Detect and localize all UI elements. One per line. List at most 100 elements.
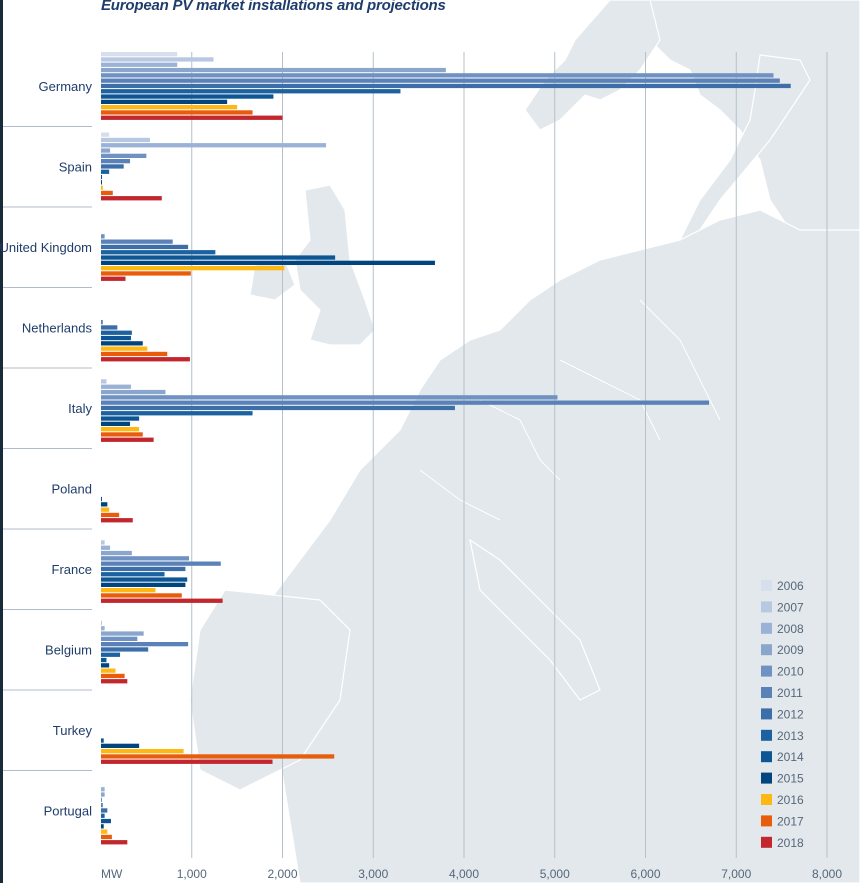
legend-swatch	[761, 751, 772, 763]
bar-2006	[101, 132, 110, 137]
bar-2015	[101, 341, 143, 346]
legend: 2006 2007 2008 2009 2010 2011 2012 2013 2014 2015…	[761, 579, 804, 850]
bar-2018	[101, 115, 283, 120]
bar-group-turkey	[101, 738, 335, 764]
bar-2009	[101, 148, 111, 153]
bar-2011	[101, 78, 780, 83]
bar-2008	[101, 545, 111, 550]
legend-swatch	[761, 836, 772, 848]
bar-2017	[101, 110, 253, 115]
bar-group-belgium	[101, 620, 189, 684]
bar-2015	[101, 824, 104, 829]
legend-label: 2008	[777, 622, 804, 636]
bar-group-france	[101, 540, 223, 603]
x-axis-ticks: MW 1,000 2,000 3,000 4,000 5,000 6,000 7,000 8,0…	[101, 867, 842, 881]
bar-2017	[101, 512, 120, 518]
bar-2018	[101, 759, 273, 764]
bar-2014	[101, 577, 188, 582]
bar-2007	[101, 379, 107, 384]
legend-label: 2010	[777, 665, 804, 679]
legend-item: 2009	[761, 643, 804, 657]
bar-2010	[101, 73, 774, 78]
bar-2007	[101, 137, 151, 143]
bar-2008	[101, 626, 105, 631]
bar-2014	[101, 738, 104, 743]
grid-lines	[191, 52, 828, 858]
bar-2011	[101, 239, 173, 244]
legend-label: 2013	[777, 729, 804, 743]
bar-2018	[101, 518, 133, 523]
bar-2013	[101, 572, 165, 577]
x-tick-label: 8,000	[812, 867, 842, 881]
bar-2016	[101, 829, 108, 834]
bar-2011	[101, 561, 221, 566]
legend-item: 2010	[761, 665, 804, 679]
bar-2015	[101, 743, 140, 748]
bar-2015	[101, 180, 102, 185]
bar-2013	[101, 652, 121, 657]
bar-2013	[101, 330, 132, 335]
bar-group-portugal	[101, 787, 128, 845]
bar-2009	[101, 792, 105, 797]
bar-2012	[101, 244, 189, 250]
bar-2018	[101, 679, 128, 684]
legend-label: 2015	[777, 772, 804, 786]
x-tick-label: 6,000	[630, 867, 660, 881]
bar-2011	[101, 642, 189, 647]
bar-2016	[101, 266, 285, 271]
bar-2013	[101, 89, 401, 94]
bar-2010	[101, 395, 558, 400]
bar-2012	[101, 325, 118, 330]
bar-2016	[101, 185, 103, 190]
country-label: Germany	[39, 79, 93, 94]
bar-2010	[101, 556, 190, 561]
bar-2018	[101, 196, 162, 201]
bar-2017	[101, 834, 112, 840]
legend-swatch	[761, 815, 772, 827]
bar-2014	[101, 496, 102, 502]
x-tick-label: 3,000	[358, 867, 388, 881]
bar-2011	[101, 400, 710, 405]
bar-2009	[101, 389, 166, 395]
legend-label: 2018	[777, 836, 804, 850]
country-label: Spain	[59, 159, 92, 174]
country-labels: Germany Spain United Kingdom Netherlands Ita…	[0, 79, 93, 818]
bar-2008	[101, 384, 131, 389]
bar-2008	[101, 143, 327, 148]
bar-2016	[101, 105, 238, 110]
bar-2014	[101, 416, 140, 421]
bar-2017	[101, 754, 335, 759]
bar-2017	[101, 673, 125, 679]
bar-2009	[101, 631, 144, 636]
x-tick-label: MW	[101, 867, 123, 881]
legend-swatch	[761, 794, 772, 805]
group-separators	[3, 126, 92, 771]
legend-swatch	[761, 580, 772, 591]
country-label: France	[52, 562, 92, 577]
bar-2010	[101, 234, 105, 239]
bar-2015	[101, 502, 108, 507]
legend-label: 2006	[777, 579, 804, 593]
legend-item: 2017	[761, 814, 804, 828]
bar-2012	[101, 164, 124, 169]
bar-2018	[101, 840, 128, 845]
bar-2013	[101, 411, 253, 416]
bar-2014	[101, 255, 336, 260]
bar-2011	[101, 320, 103, 325]
legend-label: 2012	[777, 707, 804, 721]
legend-swatch	[761, 601, 772, 613]
bar-2018	[101, 437, 154, 442]
country-label: Turkey	[53, 723, 93, 738]
bar-2017	[101, 190, 113, 196]
bar-2014	[101, 94, 274, 99]
bar-2016	[101, 427, 140, 432]
bar-2012	[101, 808, 108, 813]
legend-swatch	[761, 644, 772, 656]
bar-2011	[101, 803, 103, 808]
left-edge-bar	[0, 0, 3, 883]
bar-2017	[101, 593, 182, 598]
legend-label: 2009	[777, 643, 804, 657]
bar-2018	[101, 357, 190, 362]
legend-item: 2008	[761, 622, 804, 636]
